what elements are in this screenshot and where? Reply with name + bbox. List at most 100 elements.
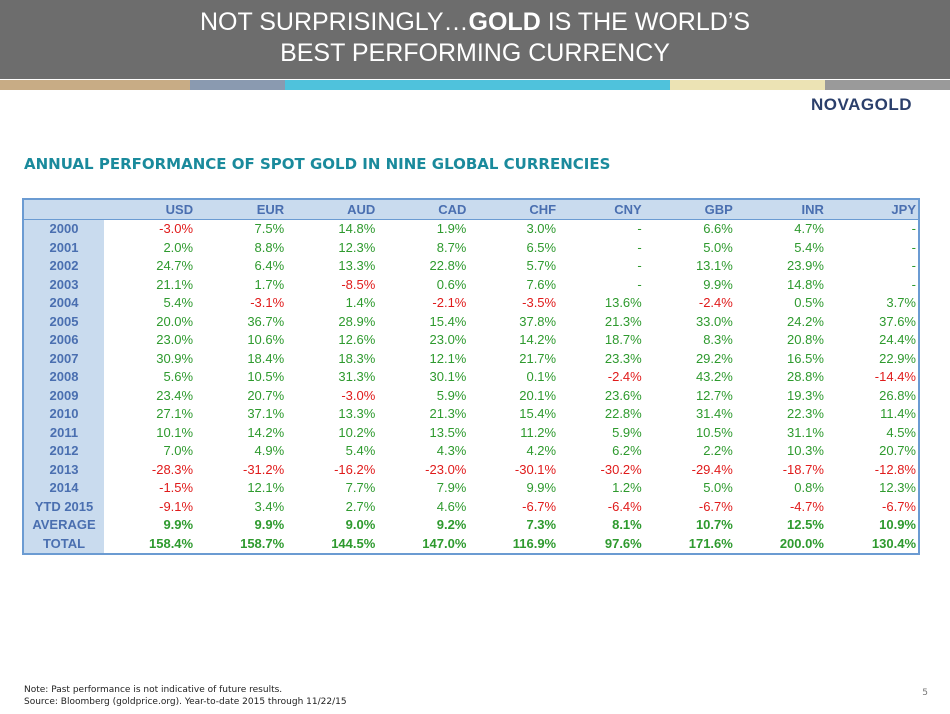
table-cell: 20.7% (247, 387, 285, 403)
table-row: YTD 2015 -9.1% 3.4% 2.7% 4.6% -6.7% -6.4% -6.7%… (23, 497, 919, 516)
table-cell: 5.4% (163, 295, 194, 311)
table-cell: 4.9% (254, 443, 285, 459)
table-cell: 14.2% (247, 424, 285, 440)
table-cell: 6.2% (612, 443, 642, 459)
table-cell: 26.8% (879, 387, 916, 403)
table-cell: -30.1% (514, 461, 557, 477)
table-row: 2009 23.4% 20.7% -3.0% 5.9% 20.1% 23.6% 12.7% 19… (23, 386, 919, 405)
table-cell: 12.5% (787, 517, 824, 533)
table-cell: 10.1% (156, 424, 194, 440)
logo: NOVAGOLD (811, 95, 912, 114)
table-cell: 2.7% (345, 498, 376, 514)
row-label: 2005 (23, 312, 104, 331)
row-label: 2011 (23, 423, 104, 442)
row-label: 2010 (23, 404, 104, 423)
table-cell: 24.2% (787, 313, 824, 329)
table-cell: 23.9% (787, 258, 824, 274)
table-cell: 0.8% (794, 480, 824, 496)
table-cell: -14.4% (874, 369, 916, 385)
table-cell: 10.5% (695, 424, 733, 440)
table-cell: 37.6% (879, 313, 916, 329)
title: GOLD (468, 8, 541, 36)
table-cell: 13.1% (695, 258, 733, 274)
page-number: 5 (922, 688, 928, 698)
table-cell: 30.1% (429, 369, 467, 385)
table-cell: -23.0% (425, 461, 467, 477)
table-row: 2002 24.7% 6.4% 13.3% 22.8% 5.7% - 13.1% 23.9% - (23, 256, 919, 275)
table-cell: 3.0% (526, 221, 557, 237)
table-cell: 30.9% (156, 350, 194, 366)
table-cell: 14.8% (787, 276, 824, 292)
table-cell: 8.1% (612, 517, 642, 533)
table-cell: 31.1% (787, 424, 824, 440)
title: BEST PERFORMING CURRENCY (280, 39, 670, 67)
table-cell: 1.7% (254, 276, 285, 292)
table-cell: 12.3% (338, 239, 376, 255)
table-cell: 12.1% (429, 350, 467, 366)
table-cell: 28.9% (338, 313, 376, 329)
table-row: 2013 -28.3% -31.2% -16.2% -23.0% -30.1% -30.2%… (23, 460, 919, 479)
table-cell: -3.5% (522, 295, 557, 311)
table-row: 2003 21.1% 1.7% -8.5% 0.6% 7.6% - 9.9% 14.8% - (23, 275, 919, 294)
table-cell: 5.4% (345, 443, 376, 459)
row-label: 2003 (23, 275, 104, 294)
table-row: TOTAL 158.4% 158.7% 144.5% 147.0% 116.9% 97.6%… (23, 534, 919, 554)
table-cell: 97.6% (604, 535, 642, 551)
table-cell: 9.0% (345, 517, 376, 533)
data-table: USD EUR AUD CAD CHF CNY GBP INR JPY 2000 -3.0% 7.5%… (22, 198, 920, 555)
table-cell: 23.0% (429, 332, 467, 348)
table-cell: - (637, 239, 642, 255)
table-cell: 5.9% (612, 424, 642, 440)
table-cell: 7.6% (526, 276, 557, 292)
table-cell: 22.9% (879, 350, 916, 366)
table-cell: 1.4% (345, 295, 376, 311)
column-header: USD (104, 199, 196, 220)
table-cell: 9.9% (526, 480, 557, 496)
table-cell: 158.7% (240, 535, 285, 551)
table-cell: 8.7% (436, 239, 467, 255)
table-cell: - (637, 221, 642, 237)
table-cell: 7.0% (163, 443, 194, 459)
table-cell: 23.4% (156, 387, 194, 403)
table-row: 2006 23.0% 10.6% 12.6% 23.0% 14.2% 18.7% 8.3% 20… (23, 330, 919, 349)
table-row: 2001 2.0% 8.8% 12.3% 8.7% 6.5% - 5.0% 5.4% - (23, 238, 919, 257)
row-label: 2014 (23, 478, 104, 497)
column-header: CNY (558, 199, 644, 220)
column-header: GBP (643, 199, 735, 220)
table-cell: 12.3% (879, 480, 916, 496)
table-cell: 20.1% (519, 387, 557, 403)
table-cell: 10.2% (338, 424, 376, 440)
column-header: JPY (825, 199, 919, 220)
table-cell: 21.3% (429, 406, 467, 422)
column-header: EUR (195, 199, 287, 220)
table-cell: 7.7% (345, 480, 376, 496)
table-cell: 12.1% (247, 480, 285, 496)
table-cell: -29.4% (691, 461, 733, 477)
table-cell: 2.2% (703, 443, 733, 459)
table-cell: 6.6% (703, 221, 733, 237)
table-cell: 10.3% (787, 443, 824, 459)
table-cell: 19.3% (787, 387, 824, 403)
table-cell: 10.6% (247, 332, 285, 348)
corner-cell (23, 199, 104, 220)
table-row: 2012 7.0% 4.9% 5.4% 4.3% 4.2% 6.2% 2.2% 10.3% 20.… (23, 441, 919, 460)
table-cell: 1.9% (436, 221, 467, 237)
title-line: NOT SURPRISINGLY…GOLD IS THE WORLD’S (0, 7, 950, 38)
table-cell: -30.2% (600, 461, 642, 477)
table-cell: 43.2% (695, 369, 733, 385)
table-cell: -4.7% (789, 498, 824, 514)
table-cell: 36.7% (247, 313, 285, 329)
row-label: 2004 (23, 293, 104, 312)
table-cell: -3.0% (159, 221, 194, 237)
table-cell: 29.2% (695, 350, 733, 366)
column-header: AUD (286, 199, 378, 220)
table-cell: 2.0% (163, 239, 194, 255)
table-cell: -31.2% (242, 461, 285, 477)
row-label: 2007 (23, 349, 104, 368)
color-strip (0, 80, 950, 90)
table-cell: -1.5% (159, 480, 194, 496)
table-cell: - (637, 258, 642, 274)
row-label: YTD 2015 (23, 497, 104, 516)
table-cell: 24.7% (156, 258, 194, 274)
table-cell: 7.9% (436, 480, 467, 496)
